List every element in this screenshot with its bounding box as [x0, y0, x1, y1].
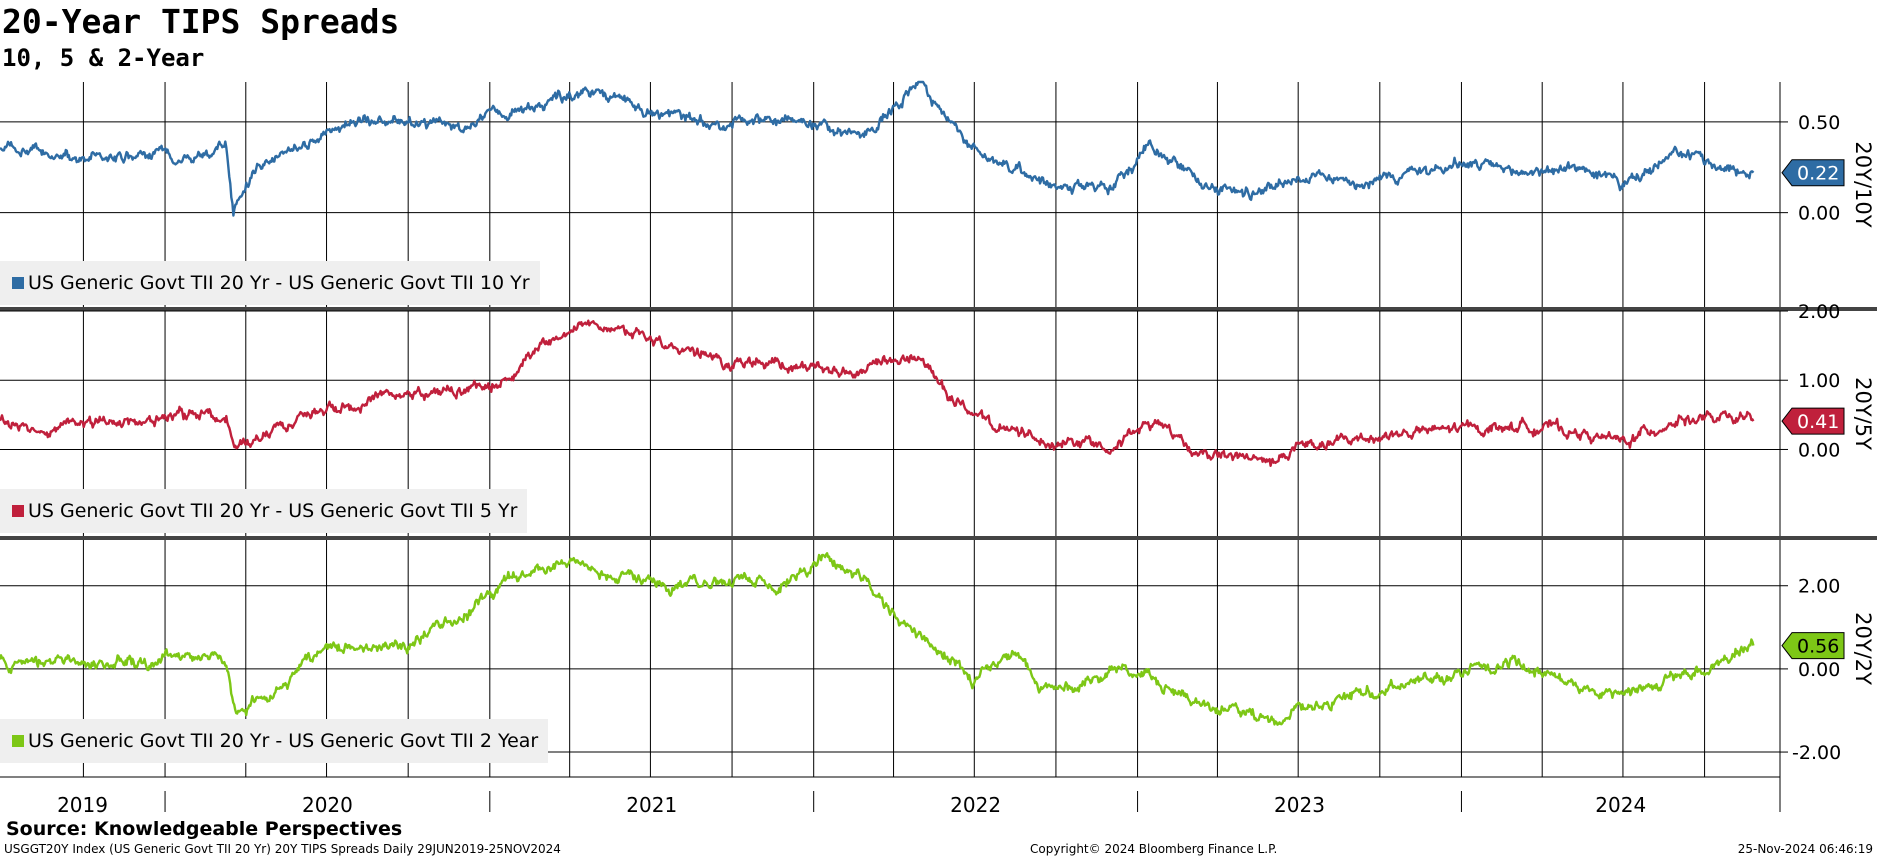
- legend-swatch: [12, 505, 24, 517]
- y-tick-label: 1.00: [1792, 370, 1840, 392]
- last-value-label: 0.22: [1797, 163, 1839, 185]
- x-year-label: 2020: [302, 793, 353, 817]
- series-line: [0, 319, 1755, 467]
- y-axis-label: 20Y/10Y: [1851, 141, 1875, 227]
- y-tick-label: 0.00: [1792, 203, 1840, 225]
- x-year-label: 2021: [626, 793, 677, 817]
- source-note: Source: Knowledgeable Perspectives: [6, 818, 403, 840]
- y-tick-label: 0.50: [1792, 112, 1840, 134]
- footer-index: USGGT20Y Index (US Generic Govt TII 20 Y…: [4, 842, 561, 856]
- legend-swatch: [12, 735, 24, 747]
- last-value-label: 0.56: [1797, 636, 1839, 658]
- footer-copyright: Copyright© 2024 Bloomberg Finance L.P.: [1030, 842, 1278, 856]
- last-value-label: 0.41: [1797, 411, 1839, 433]
- series-line: [0, 552, 1755, 726]
- y-tick-label: -2.00: [1792, 742, 1841, 764]
- x-year-label: 2024: [1595, 793, 1646, 817]
- chart-title: 20-Year TIPS Spreads: [2, 2, 400, 41]
- x-year-label: 2022: [950, 793, 1001, 817]
- x-year-label: 2023: [1274, 793, 1325, 817]
- y-tick-label: 2.00: [1792, 576, 1840, 598]
- legend-label: US Generic Govt TII 20 Yr - US Generic G…: [28, 500, 518, 522]
- chart-subtitle: 10, 5 & 2-Year: [2, 44, 205, 72]
- legend-panel-2: US Generic Govt TII 20 Yr - US Generic G…: [0, 489, 528, 533]
- last-value-badge: [1781, 159, 1845, 187]
- footer-timestamp: 25-Nov-2024 06:46:19: [1737, 842, 1873, 856]
- legend-label: US Generic Govt TII 20 Yr - US Generic G…: [28, 730, 539, 752]
- last-value-badge: [1781, 407, 1845, 435]
- y-tick-label: 2.00: [1792, 301, 1840, 323]
- last-value-badge: [1781, 632, 1845, 660]
- y-axis-label: 20Y/5Y: [1851, 377, 1875, 450]
- y-tick-label: 0.00: [1792, 439, 1840, 461]
- legend-label: US Generic Govt TII 20 Yr - US Generic G…: [28, 272, 530, 294]
- legend-swatch: [12, 277, 24, 289]
- x-year-label: 2019: [57, 793, 108, 817]
- legend-panel-1: US Generic Govt TII 20 Yr - US Generic G…: [0, 261, 540, 305]
- y-tick-label: 0.00: [1792, 659, 1840, 681]
- legend-panel-3: US Generic Govt TII 20 Yr - US Generic G…: [0, 719, 549, 763]
- y-axis-label: 20Y/2Y: [1851, 612, 1875, 685]
- series-line: [0, 80, 1755, 217]
